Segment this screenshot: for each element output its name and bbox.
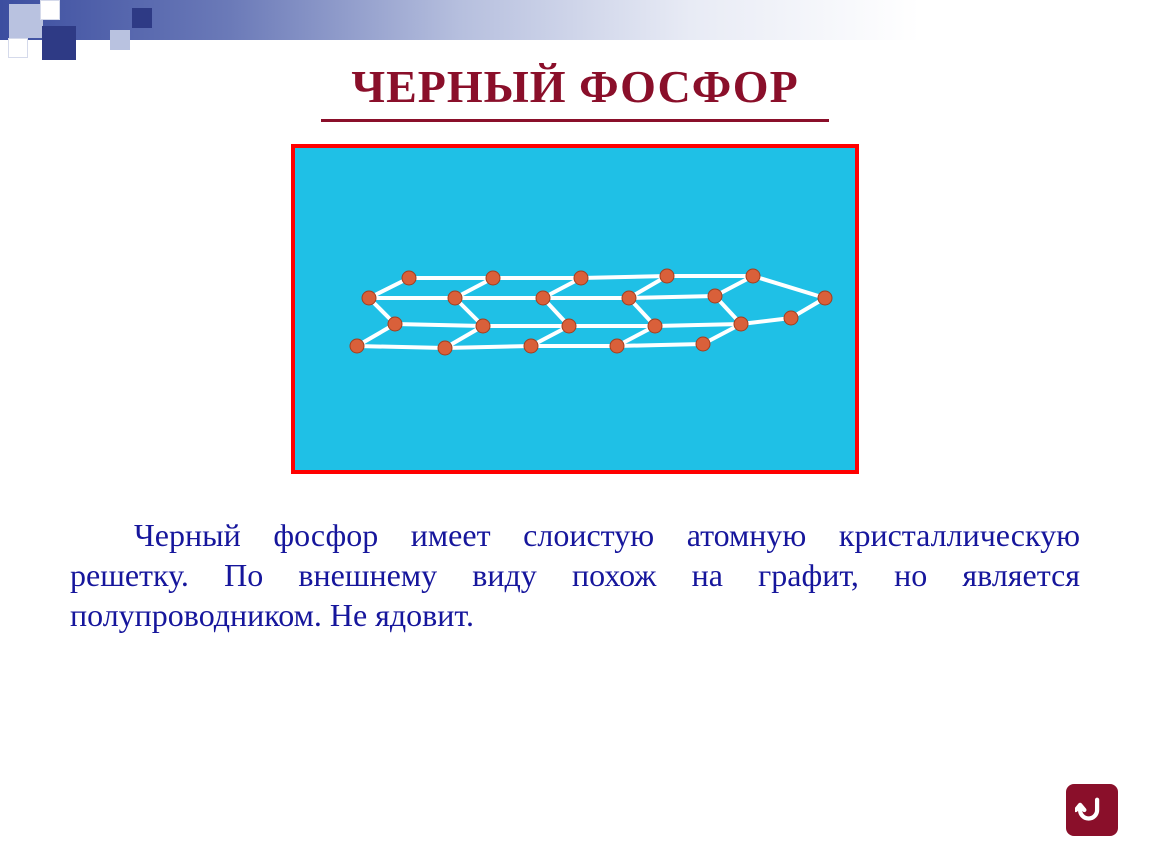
lattice-diagram xyxy=(295,148,855,470)
decor-square xyxy=(40,0,60,20)
figure-frame xyxy=(291,144,859,474)
decor-square xyxy=(42,26,76,60)
return-button[interactable] xyxy=(1066,784,1118,836)
header-gradient xyxy=(0,0,1150,40)
lattice-figure xyxy=(60,144,1090,475)
u-turn-arrow-icon xyxy=(1075,793,1109,827)
slide-title: ЧЕРНЫЙ ФОСФОР xyxy=(321,60,828,122)
decor-square xyxy=(110,30,130,50)
body-paragraph: Черный фосфор имеет слоистую атомную кри… xyxy=(70,515,1080,635)
decor-square xyxy=(132,8,152,28)
body-text: Черный фосфор имеет слоистую атомную кри… xyxy=(70,515,1080,635)
decor-square xyxy=(9,4,43,38)
slide-content: ЧЕРНЫЙ ФОСФОР Черный фосфор имеет слоист… xyxy=(0,60,1150,635)
slide-decor xyxy=(0,0,1150,65)
decor-square xyxy=(8,38,28,58)
